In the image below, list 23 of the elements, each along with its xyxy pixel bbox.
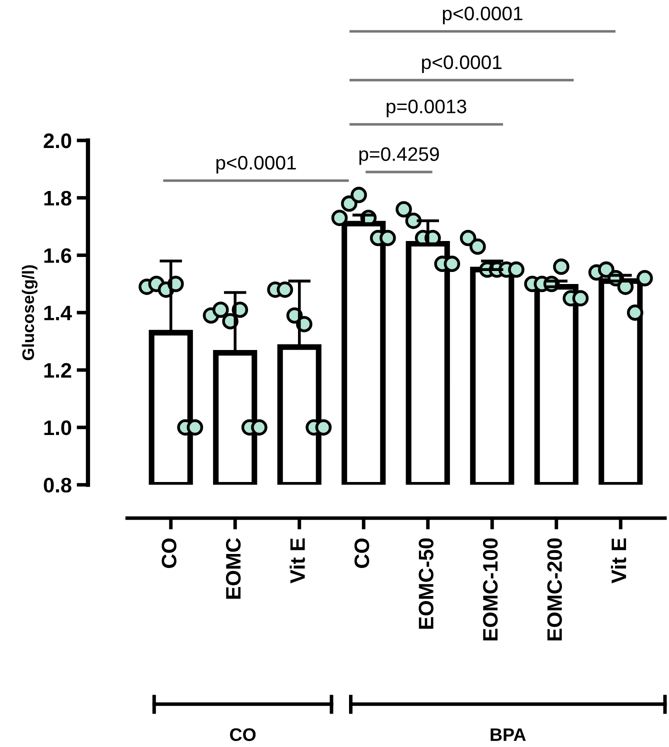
y-tick-label: 1.4	[44, 306, 72, 320]
y-tick-label: 1.0	[44, 420, 72, 436]
x-tick-label: CO	[354, 538, 370, 568]
y-tick-label: 2.0	[44, 133, 72, 148]
y-axis-title: Glucose(g/l)	[22, 265, 38, 360]
x-tick-label: Vit E	[610, 538, 626, 584]
x-tick-label: EOMC-200	[547, 538, 562, 640]
y-tick-label: 1.8	[44, 190, 72, 206]
text: CO	[230, 728, 256, 742]
x-tick-label: CO	[162, 538, 176, 568]
y-tick-label: 1.2	[44, 363, 72, 378]
annotation: p=0.4259	[359, 147, 439, 165]
annotation: p<0.0001	[216, 156, 296, 174]
x-tick-label: EOMC	[226, 538, 241, 599]
y-tick-label: 0.8	[44, 478, 72, 493]
text: p<0.0001	[422, 55, 502, 73]
text: p<0.0001	[442, 6, 522, 24]
x-tick-label: EOMC-50	[418, 538, 434, 629]
x-tick-label: EOMC-100	[482, 538, 498, 640]
text: BPA	[490, 728, 526, 741]
x-tick-label: Vit E	[290, 538, 305, 584]
text: p=0.0013	[386, 100, 466, 118]
y-tick-label: 1.6	[44, 248, 72, 263]
